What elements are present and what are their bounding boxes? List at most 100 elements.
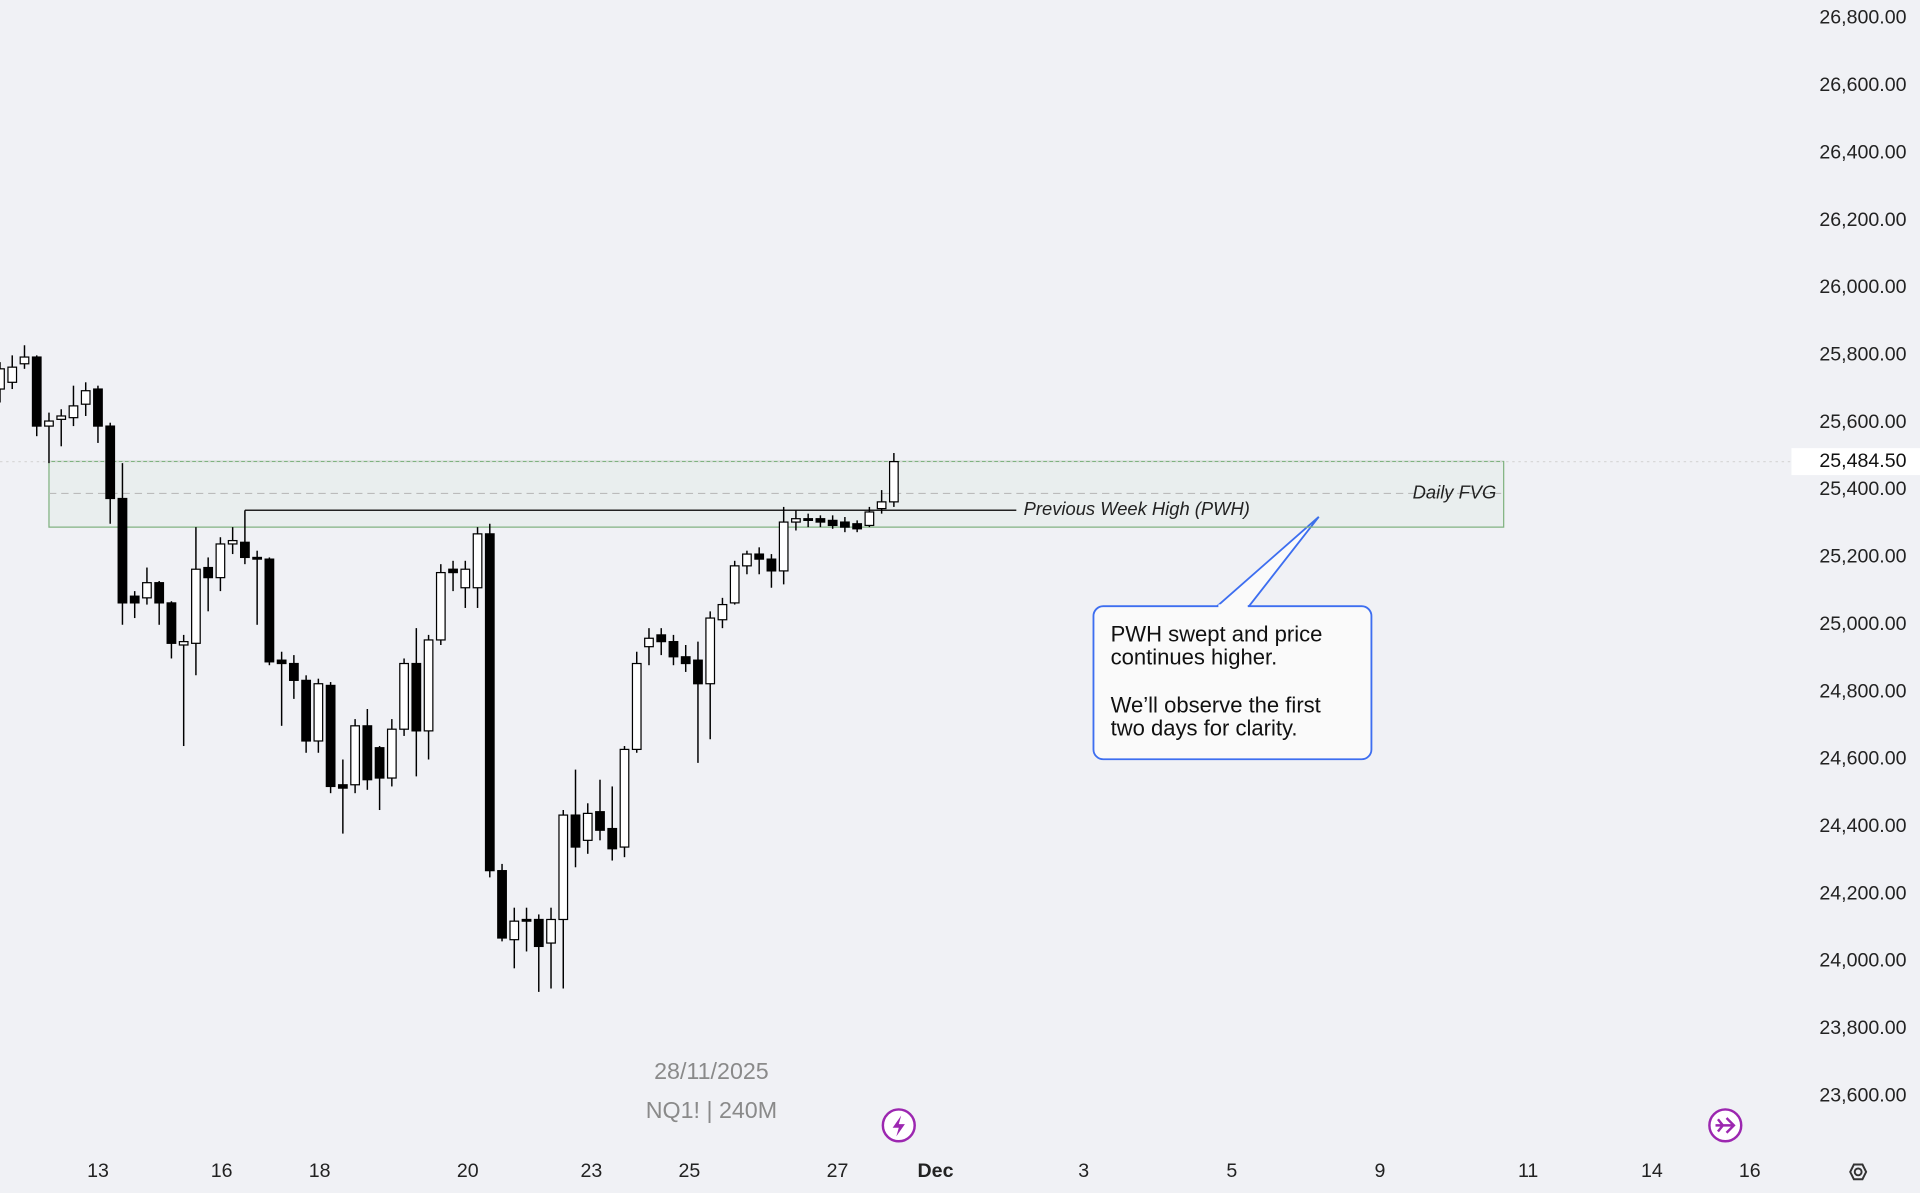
candle-body — [0, 368, 5, 390]
x-tick-label: 14 — [1641, 1160, 1663, 1182]
candle-body — [105, 425, 116, 500]
candle-body — [215, 543, 226, 579]
candle-body — [154, 582, 165, 604]
candle-body — [852, 523, 863, 530]
candle-body — [827, 519, 838, 527]
candle-body — [742, 553, 752, 567]
candle-body — [484, 533, 495, 872]
candle-body — [840, 521, 850, 528]
callout-text: PWH swept and price — [1111, 621, 1323, 646]
candle-body — [337, 784, 348, 789]
candle-body — [166, 602, 177, 644]
y-tick-label: 24,800.00 — [1819, 680, 1906, 702]
watermark-symbol: NQ1! | 240M — [646, 1097, 777, 1123]
candle-body — [374, 747, 385, 779]
y-tick-label: 26,000.00 — [1819, 276, 1906, 298]
x-tick-label: 27 — [827, 1160, 849, 1182]
y-tick-label: 24,000.00 — [1819, 950, 1906, 972]
y-tick-label: 23,600.00 — [1819, 1084, 1906, 1106]
candle-body — [399, 662, 409, 730]
settings-icon[interactable] — [1849, 1163, 1868, 1181]
x-tick-label: 9 — [1375, 1160, 1386, 1182]
candle-body — [717, 603, 728, 621]
candle-body — [19, 356, 30, 365]
candle-body — [288, 662, 299, 681]
x-tick-label: 23 — [581, 1160, 603, 1182]
x-tick-label: 3 — [1078, 1160, 1089, 1182]
candle-body — [31, 356, 42, 427]
candle-body — [227, 539, 238, 545]
candle-body — [117, 497, 128, 604]
candle-body — [693, 659, 703, 685]
candle-body — [558, 814, 569, 921]
candle-body — [264, 558, 275, 663]
y-tick-label: 26,600.00 — [1819, 74, 1906, 96]
candle-body — [778, 521, 789, 572]
last-price-label: 25,484.50 — [1819, 450, 1906, 472]
candle-body — [362, 725, 373, 781]
candle-body — [68, 405, 79, 419]
candle-body — [129, 595, 140, 604]
pwh-label: Previous Week High (PWH) — [1024, 498, 1250, 519]
candle-body — [448, 568, 458, 574]
last-price-box — [1791, 448, 1920, 476]
candle-body — [766, 558, 777, 572]
candle-body — [570, 814, 581, 848]
candle-body — [276, 659, 287, 665]
candle-body — [313, 683, 324, 742]
candle-body — [864, 511, 875, 527]
candle-body — [252, 556, 263, 560]
x-tick-label: 13 — [87, 1160, 109, 1182]
candle-body — [142, 582, 152, 599]
x-tick-label: Dec — [918, 1160, 954, 1182]
candle-body — [582, 812, 593, 841]
candle-body — [497, 870, 507, 939]
fvg-zone — [48, 460, 1505, 528]
candle-body — [668, 641, 679, 658]
candle-body — [472, 533, 483, 589]
candle-body — [386, 728, 397, 779]
candle-body — [460, 568, 471, 589]
candle-body — [521, 918, 532, 922]
candle-body — [607, 827, 618, 850]
x-tick-label: 11 — [1518, 1160, 1538, 1182]
candle-body — [888, 461, 899, 503]
callout — [1092, 516, 1373, 761]
candle-body — [423, 639, 434, 732]
candle-body — [435, 571, 446, 641]
candle-body — [7, 366, 18, 383]
y-tick-label: 25,800.00 — [1819, 344, 1906, 366]
y-tick-label: 25,000.00 — [1819, 613, 1906, 635]
y-tick-label: 26,200.00 — [1819, 209, 1906, 231]
candle-body — [301, 679, 312, 742]
candle-body — [350, 725, 361, 786]
candle-body — [546, 918, 556, 944]
candle-body — [411, 662, 422, 732]
x-tick-label: 5 — [1226, 1160, 1237, 1182]
watermark-date: 28/11/2025 — [654, 1058, 769, 1084]
callout-text: two days for clarity. — [1111, 716, 1298, 741]
candle-body — [754, 553, 765, 560]
candle-body — [325, 684, 336, 788]
candle-body — [815, 518, 826, 523]
x-tick-label: 18 — [309, 1160, 331, 1182]
scroll-icon[interactable] — [1708, 1108, 1743, 1143]
candle-body — [791, 518, 801, 523]
y-tick-label: 26,800.00 — [1819, 7, 1906, 29]
callout-text: We’ll observe the first — [1111, 692, 1321, 717]
candle-body — [80, 390, 91, 405]
candle-body — [644, 637, 654, 648]
candle-body — [93, 388, 103, 427]
candle-body — [705, 617, 716, 685]
candle-body — [729, 565, 740, 604]
candle-body — [656, 634, 667, 643]
candle-body — [191, 568, 201, 644]
x-tick-label: 25 — [678, 1160, 700, 1182]
x-tick-label: 16 — [1739, 1160, 1761, 1182]
callout-text: continues higher. — [1111, 645, 1278, 670]
alert-icon[interactable] — [881, 1108, 916, 1143]
y-tick-label: 23,800.00 — [1819, 1017, 1906, 1039]
candle-body — [876, 501, 887, 510]
